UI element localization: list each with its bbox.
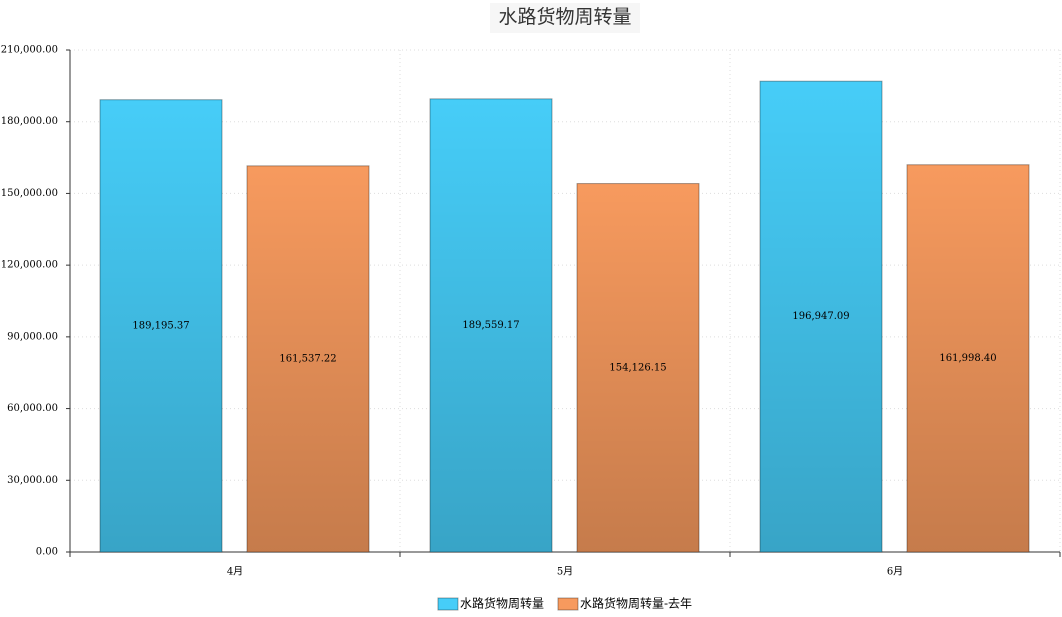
chart-title: 水路货物周转量 [498, 6, 631, 28]
title-box [490, 3, 640, 33]
y-tick-label: 30,000.00 [7, 475, 58, 486]
legend: 水路货物周转量 水路货物周转量-去年 [437, 596, 692, 611]
value-label: 161,998.40 [939, 353, 996, 364]
legend-label: 水路货物周转量-去年 [580, 596, 692, 611]
y-tick-label: 60,000.00 [7, 403, 58, 414]
value-label: 189,195.37 [132, 320, 189, 331]
value-label: 196,947.09 [792, 311, 849, 322]
value-label: 154,126.15 [609, 362, 666, 373]
y-tick-label: 90,000.00 [7, 331, 58, 342]
y-tick-label: 150,000.00 [1, 188, 58, 199]
legend-swatch [557, 597, 579, 611]
x-tick-label: 5月 [557, 566, 573, 578]
legend-label: 水路货物周转量 [460, 596, 544, 611]
x-tick-label: 4月 [227, 566, 243, 578]
value-label: 189,559.17 [462, 320, 519, 331]
y-tick-label: 0.00 [36, 547, 58, 558]
y-tick-label: 180,000.00 [1, 116, 58, 127]
y-tick-label: 120,000.00 [1, 260, 58, 271]
x-tick-label: 6月 [887, 566, 903, 578]
y-tick-label: 210,000.00 [1, 45, 58, 56]
legend-swatch [437, 597, 459, 611]
value-label: 161,537.22 [279, 353, 336, 364]
